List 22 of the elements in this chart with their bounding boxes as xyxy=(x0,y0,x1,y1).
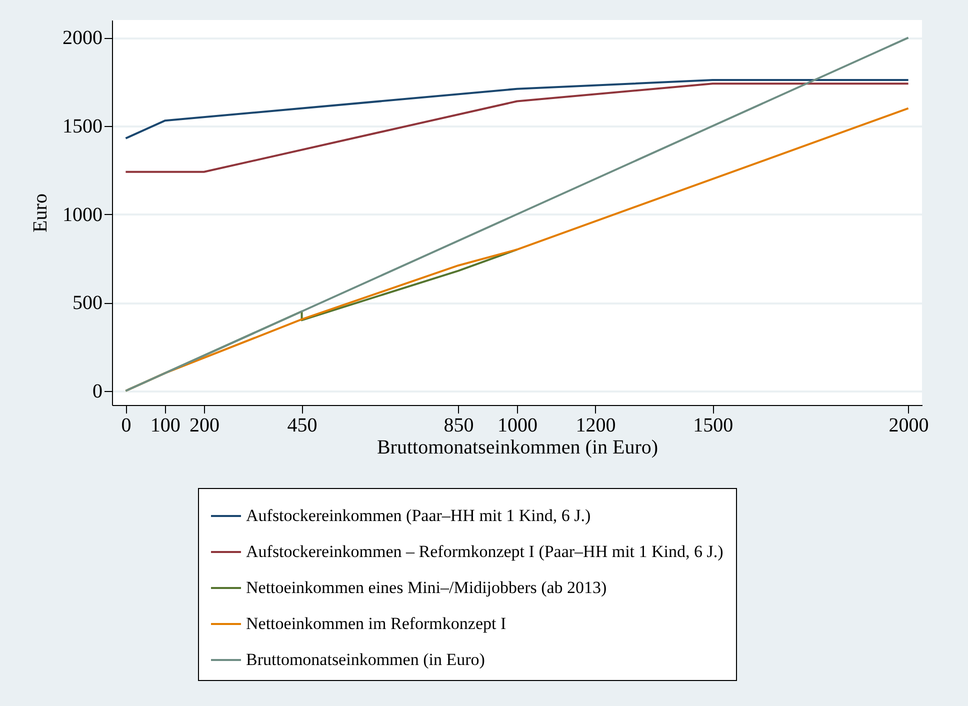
y-tick-label: 1000 xyxy=(62,204,102,226)
y-axis-title: Euro xyxy=(30,194,52,232)
x-tick-label: 450 xyxy=(287,414,318,436)
legend-label: Bruttomonatseinkommen (in Euro) xyxy=(246,650,485,669)
x-tick-label: 1500 xyxy=(693,414,734,436)
x-tick-label: 1000 xyxy=(498,414,538,436)
y-tick-label: 0 xyxy=(92,380,102,402)
legend-label: Aufstockereinkommen – Reformkonzept I (Paar–HH mit 1 Kind, 6 J.) xyxy=(246,542,724,561)
x-tick-label: 100 xyxy=(150,414,180,436)
x-tick-label: 850 xyxy=(444,414,474,436)
y-tick-label: 2000 xyxy=(62,27,102,50)
y-tick-label: 500 xyxy=(72,292,102,314)
x-tick-label: 2000 xyxy=(888,414,929,436)
line-series xyxy=(124,79,910,140)
x-tick-label: 200 xyxy=(189,414,220,436)
legend-label: Nettoeinkommen im Reformkonzept I xyxy=(246,614,506,633)
legend-label: Nettoeinkommen eines Mini–/Midijobbers (ab 2013) xyxy=(246,578,607,597)
x-axis-title: Bruttomonatseinkommen (in Euro) xyxy=(376,436,658,458)
legend-label: Aufstockereinkommen (Paar–HH mit 1 Kind, 6 J.) xyxy=(246,506,591,525)
y-tick-label: 1500 xyxy=(62,115,102,138)
x-tick-label: 0 xyxy=(121,414,132,436)
x-tick-label: 1200 xyxy=(576,414,616,436)
